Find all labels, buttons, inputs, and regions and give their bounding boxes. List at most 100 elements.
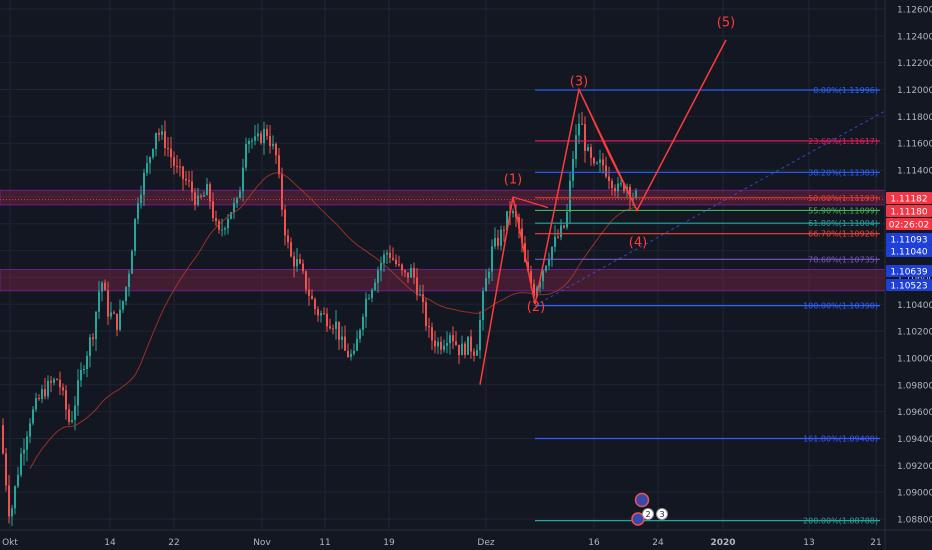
fibonacci-levels[interactable]: 0.00%(1.11996) 23.60%(1.11617) 38.20%(1.11… — [0, 86, 886, 526]
candle-body — [179, 166, 181, 168]
candle-body — [593, 157, 595, 164]
candle-body — [8, 485, 10, 517]
candle-body — [404, 270, 406, 273]
candle-body — [491, 246, 493, 272]
elliott-wave-path[interactable] — [479, 39, 727, 385]
price-badge[interactable]: 1.11040 — [886, 245, 932, 258]
candle-body — [308, 289, 310, 296]
candle-body — [569, 180, 571, 212]
candle-body — [254, 136, 256, 141]
candle-body — [20, 453, 22, 475]
price-badge[interactable]: 1.10639 — [886, 265, 932, 278]
x-tick-label: Dez — [477, 538, 494, 548]
candle-body — [38, 398, 40, 400]
candle-body — [143, 172, 145, 195]
candle-body — [521, 228, 523, 244]
event-count-icon[interactable] — [656, 508, 668, 520]
price-axis[interactable]: 1.12600 1.12400 1.12200 1.12000 1.11800 1.116… — [884, 0, 932, 550]
candle-body — [290, 242, 292, 257]
candle-body — [17, 474, 19, 487]
candle-body — [68, 409, 70, 422]
fib-level-label: 23.60%(1.11617) — [808, 137, 878, 146]
candle-body — [104, 282, 106, 291]
candle-body — [191, 181, 193, 193]
event-flag-icon[interactable] — [634, 492, 650, 508]
candle-body — [476, 350, 478, 356]
candle-body — [365, 298, 367, 317]
y-tick-label: 1.11600 — [897, 140, 932, 150]
candle-body — [335, 321, 337, 330]
price-badge[interactable]: 1.11180 — [886, 205, 932, 218]
time-axis[interactable]: Okt 14 22 Nov 11 19 Dez 16 24 2020 13 21 — [0, 529, 932, 548]
price-badge[interactable]: 1.11182 — [886, 192, 932, 205]
candle-body — [479, 320, 481, 351]
event-flag-icon[interactable] — [631, 512, 645, 526]
event-count-icon[interactable] — [642, 508, 654, 520]
candle-body — [551, 247, 553, 260]
fib-level-label: 55.90%(1.11099) — [808, 206, 878, 215]
candle-body — [98, 291, 100, 312]
candle-body — [620, 183, 622, 185]
candle-body — [599, 159, 601, 163]
candle-body — [506, 211, 508, 231]
candle-body — [386, 252, 388, 255]
candle-body — [257, 133, 259, 137]
x-tick-label: 22 — [168, 538, 179, 548]
candle-body — [329, 326, 331, 329]
candle-body — [296, 259, 298, 267]
candle-body — [224, 228, 226, 230]
candle-body — [275, 143, 277, 156]
candle-body — [614, 188, 616, 192]
candle-body — [233, 203, 235, 213]
candle-body — [65, 390, 67, 410]
candle-body — [23, 449, 25, 454]
candle-body — [146, 163, 148, 173]
candle-body — [248, 141, 250, 145]
candle-body — [512, 211, 514, 214]
candle-body — [230, 212, 232, 219]
candle-body — [317, 309, 319, 316]
candle-body — [455, 341, 457, 345]
candle-body — [197, 195, 199, 205]
candle-body — [572, 158, 574, 181]
x-tick-label: 14 — [104, 538, 116, 548]
candle-body — [635, 190, 637, 198]
candle-body — [56, 379, 58, 381]
candle-body — [434, 340, 436, 347]
candle-body — [410, 267, 412, 278]
candle-body — [92, 337, 94, 340]
fib-level-label: 61.80%(1.11004) — [808, 219, 878, 228]
candle-body — [35, 398, 37, 410]
price-badge[interactable]: 02:26:02 — [886, 218, 932, 231]
candle-body — [341, 336, 343, 340]
candle-body — [485, 278, 487, 292]
candle-body — [602, 159, 604, 166]
candle-body — [59, 379, 61, 388]
x-tick-label: 11 — [319, 538, 330, 548]
candle-body — [362, 316, 364, 330]
candle-body — [89, 337, 91, 356]
price-badge[interactable]: 1.11093 — [886, 233, 932, 246]
candle-body — [251, 140, 253, 142]
candle-body — [149, 157, 151, 164]
candle-body — [161, 131, 163, 135]
candle-body — [236, 197, 238, 204]
x-tick-label: 24 — [652, 538, 664, 548]
candle-body — [377, 270, 379, 283]
price-badge[interactable]: 1.10523 — [886, 279, 932, 292]
candle-body — [188, 180, 190, 182]
candle-body — [530, 271, 532, 284]
candle-body — [338, 321, 340, 340]
candle-body — [470, 336, 472, 352]
candle-body — [587, 147, 589, 151]
price-badge-bg — [886, 205, 932, 217]
candle-body — [356, 338, 358, 351]
candle-body — [452, 335, 454, 342]
candle-body — [449, 335, 451, 344]
fib-level-label: 66.70%(1.10926) — [808, 230, 878, 239]
candle-body — [611, 180, 613, 189]
trend-dashed-line[interactable] — [534, 110, 886, 307]
elliott-wave-drawing[interactable]: (1) (2) (3) (4) (5) — [479, 15, 735, 385]
